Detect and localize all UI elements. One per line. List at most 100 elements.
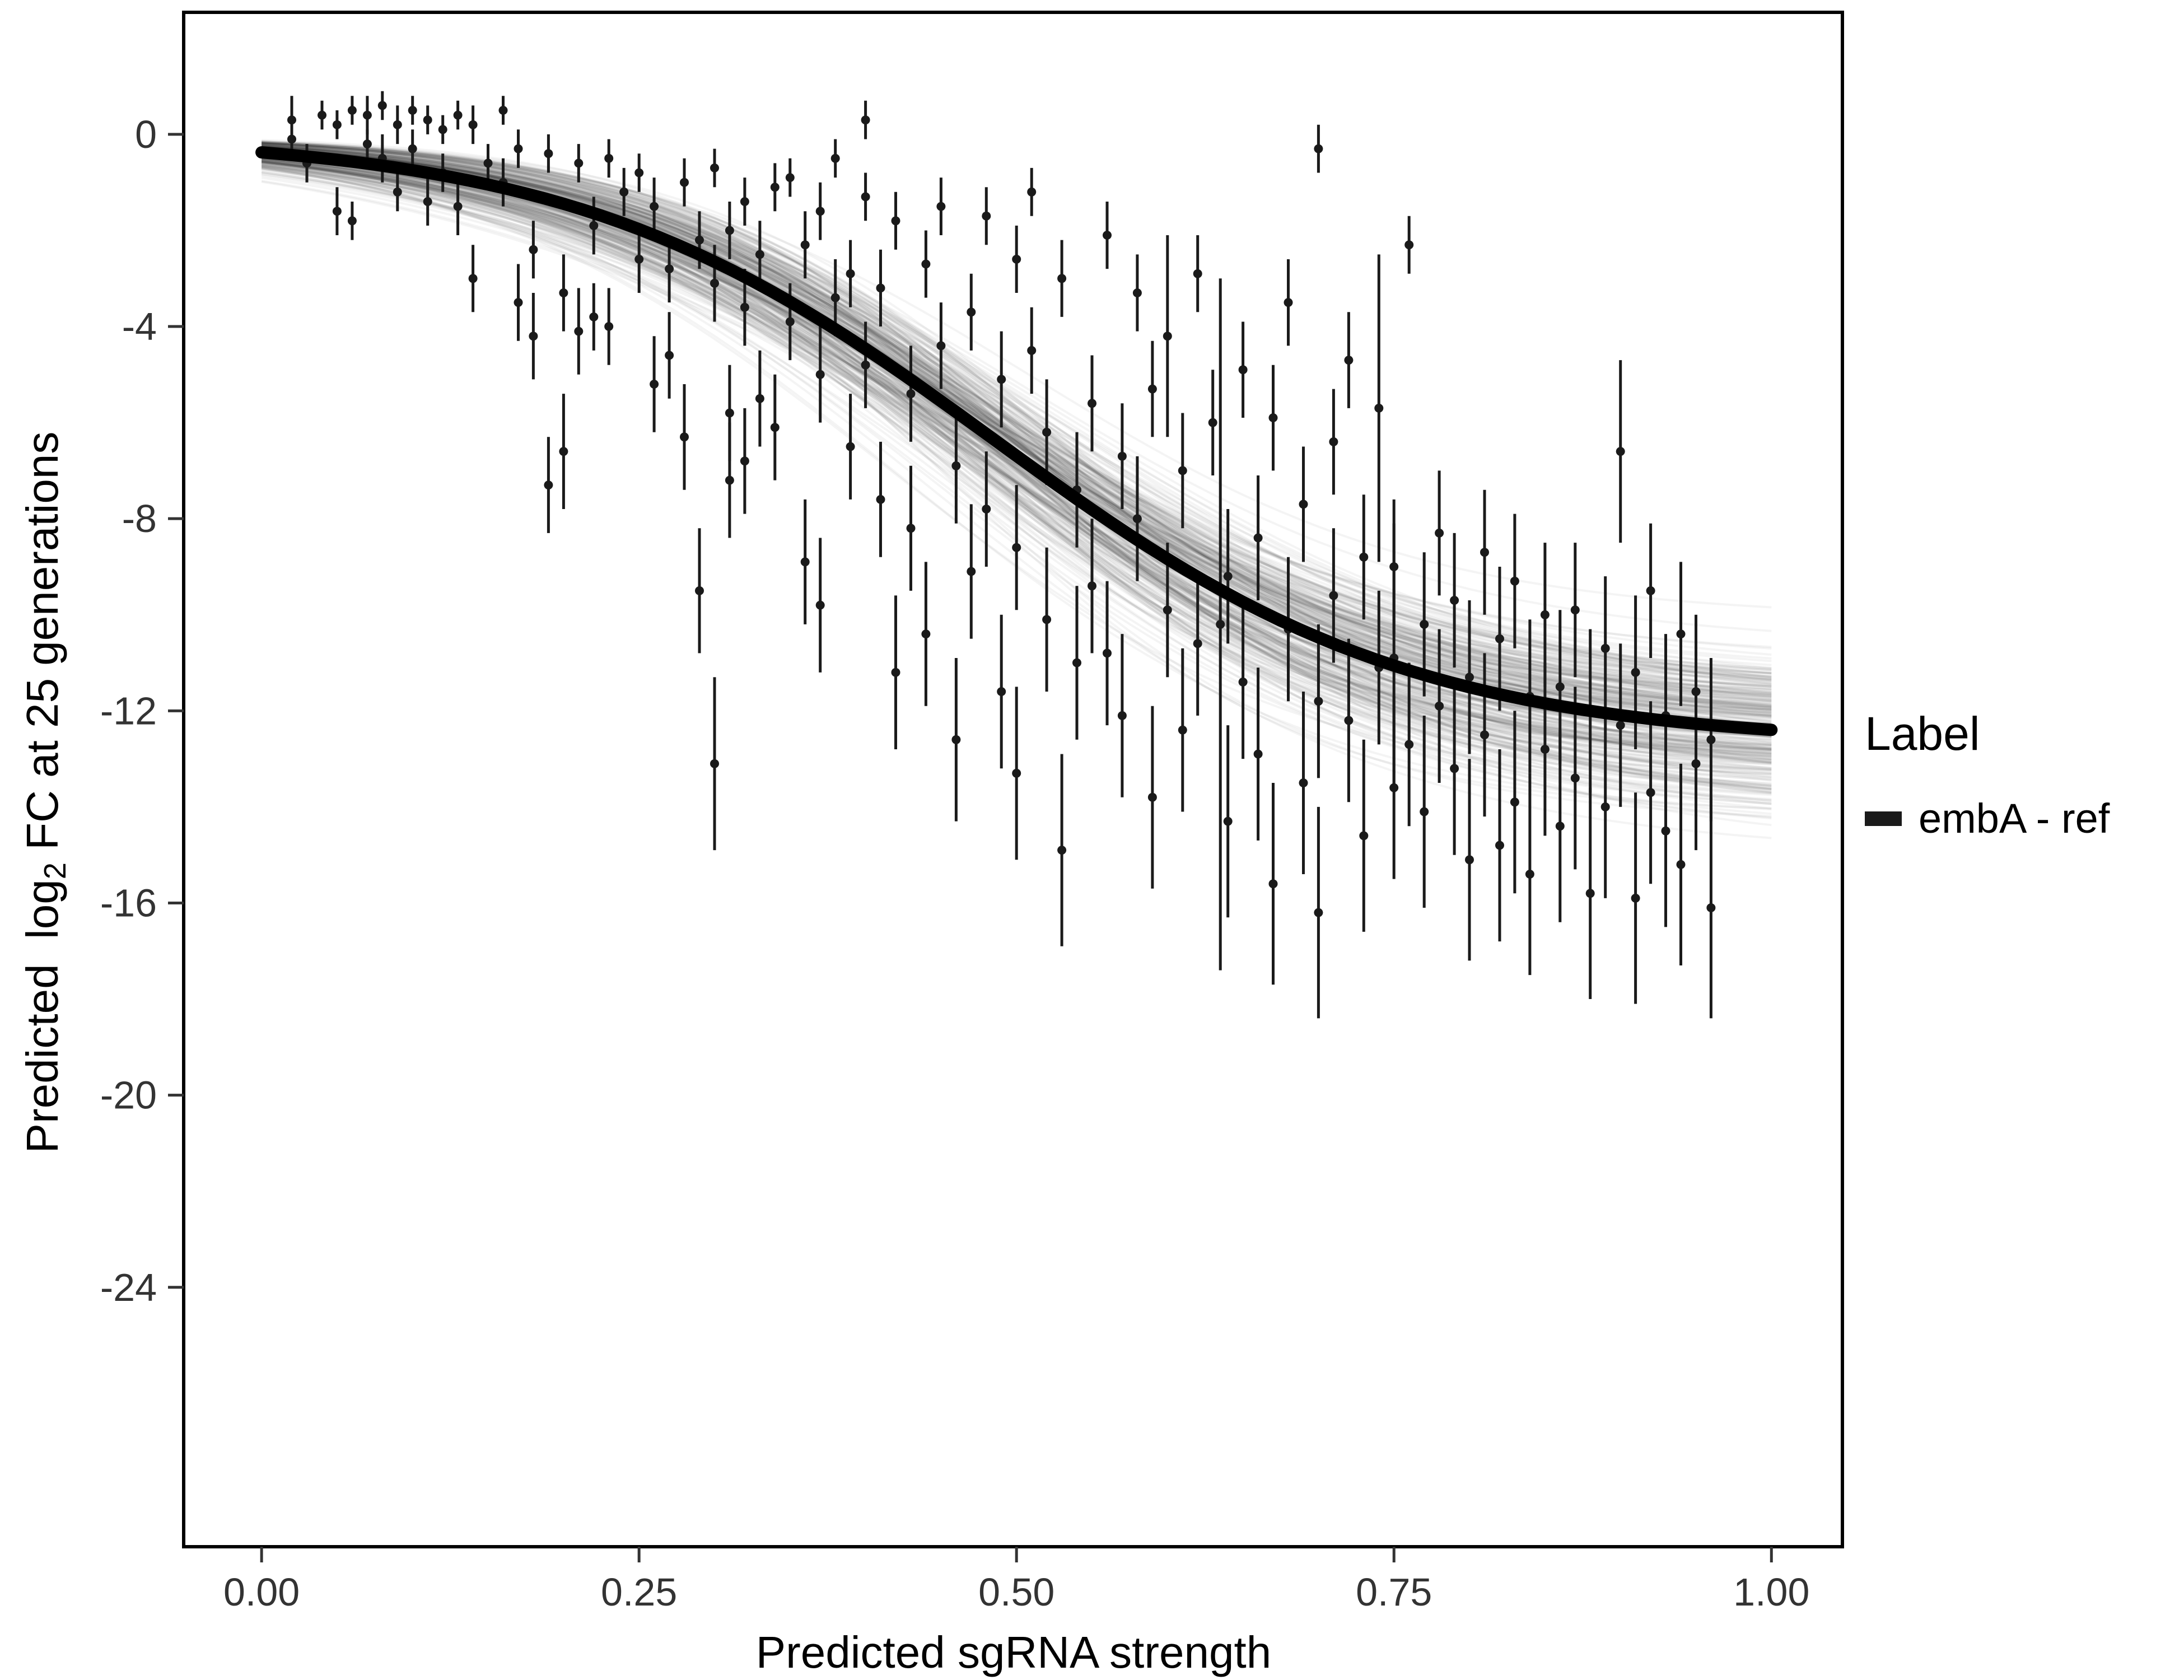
- scatter-point: [1057, 274, 1067, 283]
- scatter-point: [1435, 701, 1444, 711]
- uncertainty-draw: [261, 158, 1772, 709]
- legend: Label embA - ref: [1865, 707, 2110, 842]
- scatter-point: [755, 394, 764, 403]
- uncertainty-draw: [261, 146, 1772, 710]
- scatter-point: [1299, 500, 1308, 509]
- scatter-point: [755, 250, 764, 259]
- scatter-point: [876, 283, 885, 293]
- scatter-point: [453, 110, 463, 120]
- uncertainty-draw: [261, 157, 1772, 722]
- panel-border: [182, 11, 1844, 1548]
- scatter-point: [1450, 764, 1459, 773]
- scatter-point: [1012, 768, 1021, 778]
- legend-entry-label: embA - ref: [1919, 795, 2110, 842]
- y-tick-label: -20: [100, 1074, 157, 1117]
- uncertainty-draw: [261, 160, 1772, 763]
- uncertainty-draw: [261, 149, 1772, 711]
- scatter-point: [438, 125, 447, 134]
- y-axis-title-subscript: 2: [38, 862, 72, 880]
- uncertainty-draw: [261, 146, 1772, 632]
- scatter-point: [1465, 673, 1474, 682]
- scatter-point: [393, 120, 402, 129]
- scatter-point: [650, 202, 659, 211]
- x-tick-label: 0.50: [978, 1570, 1054, 1614]
- uncertainty-draw: [261, 150, 1772, 682]
- uncertainty-draw: [261, 147, 1772, 794]
- scatter-point: [287, 115, 296, 125]
- y-tick-label: -24: [100, 1266, 157, 1309]
- uncertainty-draw: [261, 144, 1772, 688]
- scatter-point: [1600, 643, 1610, 653]
- y-axis-title-text-2: FC at 25 generations: [17, 431, 68, 862]
- scatter-point: [377, 101, 387, 110]
- scatter-point: [1570, 605, 1580, 615]
- uncertainty-draw: [261, 145, 1772, 747]
- uncertainty-draw: [261, 160, 1772, 680]
- scatter-point: [1223, 572, 1233, 581]
- scatter-point: [1012, 254, 1021, 264]
- scatter-point: [1193, 639, 1202, 648]
- scatter-point: [468, 120, 478, 129]
- uncertainty-draw: [261, 161, 1772, 671]
- scatter-point: [1359, 831, 1369, 841]
- uncertainty-draw: [261, 161, 1772, 751]
- scatter-point: [1042, 427, 1052, 437]
- scatter-point: [1676, 860, 1686, 869]
- y-tick-label: -12: [100, 689, 157, 732]
- uncertainty-draw: [261, 147, 1772, 688]
- scatter-point: [1117, 451, 1127, 461]
- scatter-point: [1525, 870, 1534, 879]
- scatter-point: [453, 202, 463, 211]
- uncertainty-draw: [261, 171, 1772, 754]
- scatter-point: [1540, 610, 1550, 619]
- uncertainty-draw: [261, 158, 1772, 698]
- scatter-point: [423, 197, 432, 206]
- uncertainty-draw: [261, 165, 1772, 700]
- scatter-point: [891, 216, 900, 226]
- y-axis-title-text: Predicted log: [17, 879, 68, 1154]
- uncertainty-draw: [261, 144, 1772, 678]
- scatter-point: [665, 351, 674, 360]
- uncertainty-draw: [261, 150, 1772, 707]
- uncertainty-draw: [261, 155, 1772, 779]
- uncertainty-draw: [261, 147, 1772, 716]
- uncertainty-draw: [261, 153, 1772, 751]
- scatter-point: [393, 187, 402, 197]
- scatter-point: [680, 432, 689, 442]
- x-axis-title: Predicted sgRNA strength: [755, 1627, 1272, 1677]
- uncertainty-draw: [261, 153, 1772, 787]
- scatter-point: [815, 370, 825, 379]
- scatter-point: [861, 115, 870, 125]
- scatter-point: [332, 207, 342, 216]
- uncertainty-draw: [261, 148, 1772, 682]
- scatter-point: [1147, 384, 1157, 394]
- scatter-point: [574, 158, 584, 168]
- uncertainty-draw: [261, 141, 1772, 771]
- scatter-point: [634, 254, 644, 264]
- scatter-point: [1420, 807, 1429, 816]
- scatter-point: [1117, 711, 1127, 720]
- scatter-point: [800, 240, 810, 250]
- scatter-point: [906, 524, 916, 533]
- scatter-point: [362, 110, 372, 120]
- uncertainty-draw: [261, 147, 1772, 827]
- uncertainty-draw: [261, 143, 1772, 609]
- uncertainty-draw: [261, 142, 1772, 708]
- uncertainty-draw: [261, 146, 1772, 754]
- scatter-point: [1238, 677, 1248, 687]
- scatter-point: [725, 408, 734, 418]
- scatter-point: [1103, 648, 1112, 658]
- scatter-point: [1216, 619, 1225, 629]
- scatter-point: [1132, 514, 1142, 524]
- uncertainty-draw: [261, 158, 1772, 671]
- legend-entry: embA - ref: [1865, 795, 2110, 842]
- uncertainty-draw: [261, 165, 1772, 770]
- uncertainty-draw: [261, 147, 1772, 711]
- scatter-point: [1057, 846, 1067, 855]
- x-tick-label: 1.00: [1733, 1570, 1809, 1614]
- scatter-point: [710, 759, 719, 768]
- scatter-point: [498, 106, 508, 115]
- scatter-point: [619, 187, 629, 197]
- uncertainty-draw: [261, 144, 1772, 716]
- scatter-point: [1570, 773, 1580, 783]
